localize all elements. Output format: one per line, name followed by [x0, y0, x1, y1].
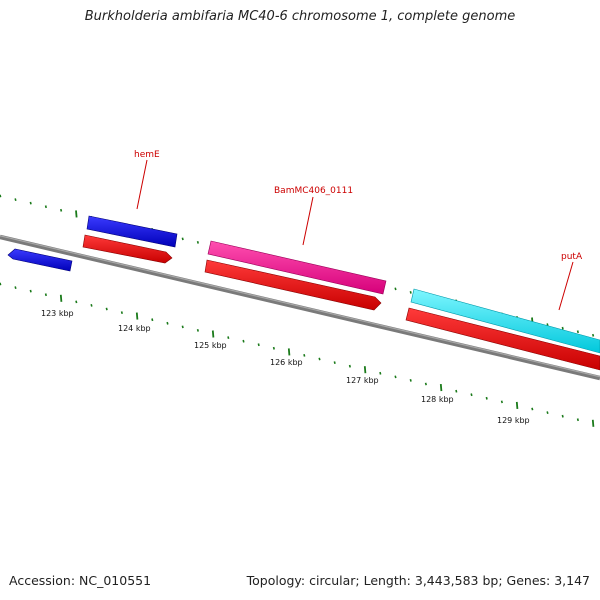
- cds-hemE-arrow[interactable]: [82, 234, 173, 264]
- lower-minor-tick: [105, 307, 108, 311]
- upper-minor-tick: [44, 205, 47, 209]
- accession-text: Accession: NC_010551: [9, 573, 152, 588]
- upper-minor-tick: [0, 194, 2, 198]
- upper-minor-tick: [181, 237, 184, 241]
- lower-minor-tick: [485, 396, 488, 400]
- upper-minor-tick: [394, 287, 397, 291]
- lower-minor-tick: [333, 361, 336, 364]
- lower-major-tick: [515, 401, 519, 409]
- scale-label-127: 127 kbp: [346, 376, 379, 385]
- lower-minor-tick: [44, 293, 47, 297]
- lower-minor-tick: [348, 364, 351, 368]
- lower-minor-tick: [379, 371, 382, 375]
- lower-minor-tick: [394, 375, 397, 379]
- upper-minor-tick: [409, 291, 412, 294]
- lower-minor-tick: [29, 289, 32, 293]
- upper-minor-tick: [592, 333, 595, 337]
- lower-minor-tick: [576, 418, 579, 422]
- lower-minor-tick: [561, 414, 564, 418]
- gene-left-blue-arrow[interactable]: [7, 248, 73, 272]
- lower-major-tick: [591, 419, 595, 427]
- lower-minor-tick: [90, 304, 93, 307]
- label-line-hemE: [136, 159, 148, 210]
- upper-minor-tick: [576, 330, 579, 334]
- lower-minor-tick: [500, 400, 503, 404]
- lower-minor-tick: [242, 339, 245, 343]
- upper-minor-tick: [60, 208, 63, 212]
- cds-putA-arrow[interactable]: [405, 307, 600, 371]
- scale-label-125: 125 kbp: [194, 341, 227, 350]
- gene-putA-bar[interactable]: [410, 288, 600, 354]
- lower-minor-tick: [166, 321, 169, 325]
- lower-minor-tick: [181, 325, 184, 329]
- label-line-putA: [558, 261, 574, 311]
- lower-major-tick: [287, 348, 291, 356]
- upper-minor-tick: [561, 326, 564, 330]
- lower-major-tick: [135, 312, 139, 320]
- lower-minor-tick: [257, 343, 260, 347]
- lower-major-tick: [211, 330, 215, 338]
- lower-minor-tick: [455, 389, 458, 393]
- scale-label-126: 126 kbp: [270, 358, 303, 367]
- lower-minor-tick: [409, 379, 412, 382]
- gene-label-bam: BamMC406_0111: [274, 186, 353, 196]
- gene-bam-bar[interactable]: [207, 240, 387, 295]
- lower-major-tick: [59, 294, 63, 302]
- cds-bam-arrow[interactable]: [204, 259, 382, 311]
- scale-label-129: 129 kbp: [497, 416, 530, 425]
- label-line-bam: [302, 196, 314, 246]
- lower-minor-tick: [470, 393, 473, 397]
- genome-backbone: [0, 234, 600, 381]
- lower-tick-row: [0, 282, 595, 427]
- lower-minor-tick: [227, 336, 230, 339]
- lower-minor-tick: [75, 300, 78, 304]
- gene-label-hemE: hemE: [134, 150, 160, 160]
- lower-minor-tick: [303, 354, 306, 357]
- upper-major-tick: [75, 210, 78, 218]
- lower-minor-tick: [531, 407, 534, 411]
- scale-label-128: 128 kbp: [421, 395, 454, 404]
- lower-minor-tick: [318, 357, 321, 361]
- lower-minor-tick: [424, 382, 427, 386]
- lower-minor-tick: [151, 318, 154, 322]
- topology-text: Topology: circular; Length: 3,443,583 bp…: [246, 573, 590, 588]
- lower-minor-tick: [272, 346, 275, 350]
- lower-minor-tick: [546, 411, 549, 414]
- scale-label-124: 124 kbp: [118, 324, 151, 333]
- gene-hemE-bar[interactable]: [86, 215, 178, 248]
- lower-minor-tick: [0, 282, 2, 286]
- upper-minor-tick: [14, 198, 17, 201]
- lower-minor-tick: [14, 286, 17, 289]
- map-title: Burkholderia ambifaria MC40-6 chromosome…: [84, 9, 516, 24]
- lower-minor-tick: [120, 311, 123, 314]
- scale-label-123: 123 kbp: [41, 309, 74, 318]
- lower-major-tick: [363, 366, 367, 374]
- gene-label-putA: putA: [561, 252, 583, 262]
- lower-minor-tick: [196, 329, 199, 332]
- upper-minor-tick: [29, 201, 32, 205]
- upper-minor-tick: [196, 241, 199, 244]
- lower-major-tick: [439, 384, 443, 392]
